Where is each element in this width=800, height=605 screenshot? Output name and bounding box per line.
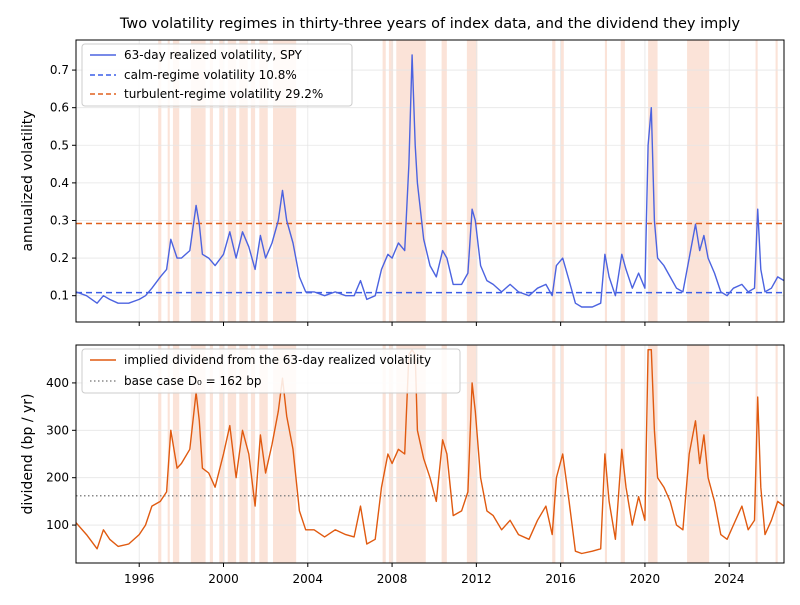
- top-y-ticks: 0.1 0.2 0.3 0.4 0.5 0.6 0.7: [50, 63, 76, 303]
- volatility-panel: 0.1 0.2 0.3 0.4 0.5 0.6 0.7 annualized volatil…: [20, 39, 785, 323]
- y-tick-label-top-0: 0.1: [50, 289, 69, 303]
- regime-shade-top-21: [687, 40, 710, 322]
- regime-shade-bot-14: [441, 345, 447, 563]
- regime-shade-top-2: [172, 40, 180, 322]
- dividend-panel: 100 200 300 400 1996 2000 2004 2008 2012 2016 202…: [20, 322, 785, 586]
- x-tick-label-6: 2020: [630, 572, 661, 586]
- top-reference-lines: [76, 222, 784, 294]
- regime-shade-top-12: [388, 40, 394, 322]
- regime-shade-top-14: [441, 40, 447, 322]
- regime-shade-bot-12: [388, 345, 394, 563]
- regime-shade-bot-23: [775, 345, 778, 563]
- x-tick-label-3: 2008: [377, 572, 408, 586]
- bottom-regime-shading: [158, 345, 778, 563]
- regime-shade-top-7: [239, 40, 248, 322]
- top-axes-frame: [75, 39, 785, 323]
- x-tick-label-7: 2024: [714, 572, 745, 586]
- y-tick-label-top-4: 0.5: [50, 138, 69, 152]
- regime-shade-top-1: [167, 40, 170, 322]
- y-tick-label-top-5: 0.6: [50, 101, 69, 115]
- regime-shade-bot-4: [209, 345, 213, 563]
- regime-shade-bot-5: [219, 345, 225, 563]
- series-line-bot-0: [75, 349, 785, 555]
- chart-title: Two volatility regimes in thirty-three y…: [119, 16, 741, 32]
- top-legend-box: [81, 43, 353, 107]
- y-tick-label-bot-2: 300: [46, 423, 69, 437]
- x-tick-label-2: 2004: [293, 572, 324, 586]
- y-tick-label-top-1: 0.2: [50, 251, 69, 265]
- x-tick-label-4: 2012: [461, 572, 492, 586]
- regime-shade-bot-18: [604, 345, 607, 563]
- regime-shade-top-10: [273, 40, 297, 322]
- y-tick-label-bot-0: 100: [46, 518, 69, 532]
- regime-shade-top-23: [775, 40, 778, 322]
- x-tick-label-1: 2000: [208, 572, 239, 586]
- bottom-series: [75, 349, 785, 555]
- regime-shade-bot-3: [190, 345, 206, 563]
- regime-shade-top-4: [209, 40, 213, 322]
- regime-shade-bot-10: [273, 345, 297, 563]
- bottom-legend: implied dividend from the 63-day realize…: [81, 348, 461, 394]
- legend-label-dividend: implied dividend from the 63-day realize…: [124, 353, 431, 367]
- y-tick-label-top-2: 0.3: [50, 213, 69, 227]
- regime-shade-bot-6: [227, 345, 237, 563]
- regime-shade-bot-20: [648, 345, 658, 563]
- regime-shade-bot-16: [552, 345, 556, 563]
- regime-shade-top-9: [259, 40, 268, 322]
- regime-shade-bot-0: [158, 345, 162, 563]
- regime-shade-top-22: [755, 40, 758, 322]
- regime-shade-bot-7: [239, 345, 248, 563]
- regime-shade-bot-15: [466, 345, 478, 563]
- regime-shade-bot-2: [172, 345, 180, 563]
- bottom-axes-frame: [75, 344, 785, 564]
- regime-shade-bot-11: [382, 345, 386, 563]
- series-line-top-0: [75, 54, 785, 308]
- bottom-legend-box: [81, 348, 461, 394]
- top-series: [75, 54, 785, 308]
- x-tick-label-0: 1996: [124, 572, 155, 586]
- regime-shade-top-5: [219, 40, 225, 322]
- regime-shade-top-19: [620, 40, 625, 322]
- bottom-y-axis-label: dividend (bp / yr): [20, 393, 36, 514]
- x-tick-label-5: 2016: [545, 572, 576, 586]
- regime-shade-top-0: [158, 40, 162, 322]
- legend-label-turbulent: turbulent-regime volatility 29.2%: [124, 87, 323, 101]
- y-tick-label-top-3: 0.4: [50, 176, 69, 190]
- legend-label-vol: 63-day realized volatility, SPY: [124, 48, 303, 62]
- regime-shade-top-17: [560, 40, 564, 322]
- regime-shade-top-6: [227, 40, 237, 322]
- regime-shade-top-18: [604, 40, 607, 322]
- regime-shade-top-8: [250, 40, 256, 322]
- regime-shade-bot-8: [250, 345, 256, 563]
- y-tick-label-bot-1: 200: [46, 471, 69, 485]
- y-tick-label-bot-3: 400: [46, 376, 69, 390]
- bottom-y-ticks: 100 200 300 400: [46, 376, 76, 532]
- regime-shade-top-11: [382, 40, 386, 322]
- legend-label-calm: calm-regime volatility 10.8%: [124, 68, 297, 82]
- y-tick-label-top-6: 0.7: [50, 63, 69, 77]
- top-legend: 63-day realized volatility, SPY calm-reg…: [81, 43, 353, 107]
- top-y-axis-label: annualized volatility: [20, 110, 36, 251]
- x-axis-ticks: 1996 2000 2004 2008 2012 2016 2020 2024: [124, 322, 745, 586]
- top-grid: [76, 40, 784, 322]
- legend-label-base: base case D₀ = 162 bp: [124, 374, 262, 388]
- regime-shade-top-16: [552, 40, 556, 322]
- regime-shade-top-15: [466, 40, 478, 322]
